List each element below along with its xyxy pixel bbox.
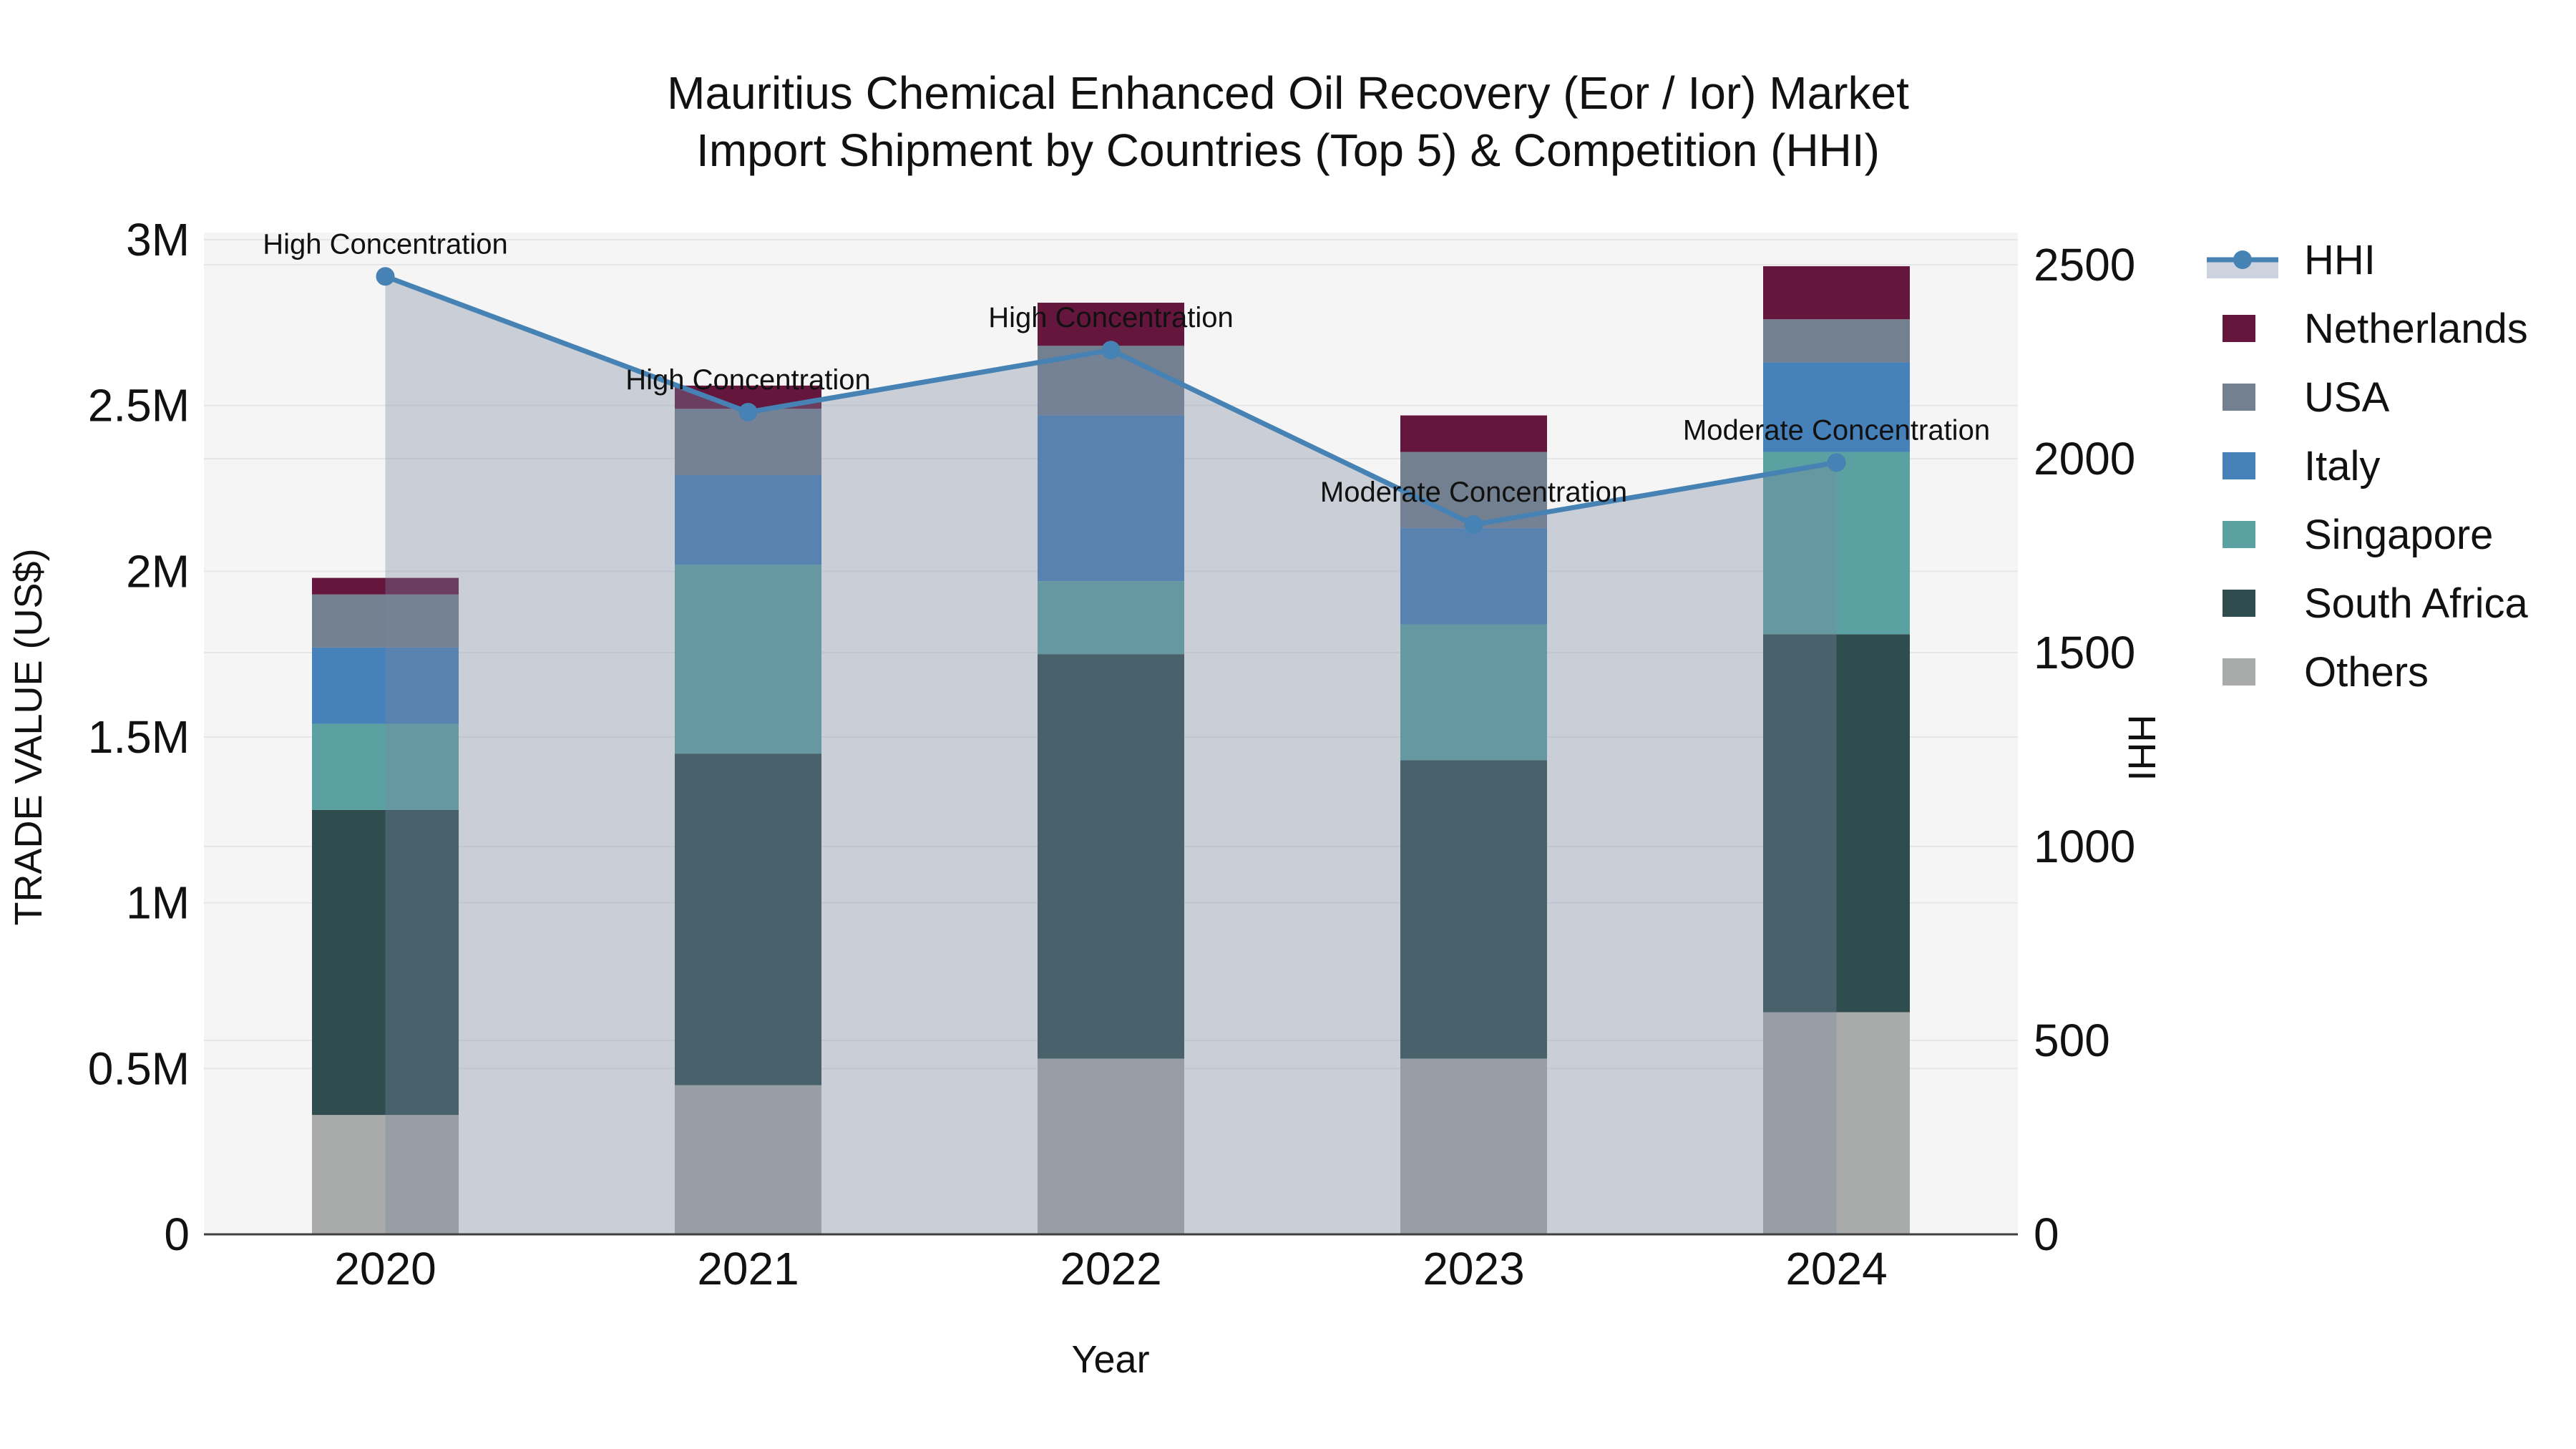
legend-label: Others (2304, 649, 2429, 696)
legend-item-italy[interactable]: Italy (2223, 443, 2380, 489)
legend-item-others[interactable]: Others (2223, 649, 2429, 696)
bar-segment-netherlands (1763, 266, 1910, 320)
legend-label: South Africa (2304, 580, 2528, 627)
y-right-tick-labels: 0 500 1000 1500 2000 2500 (2034, 239, 2135, 1260)
y-left-tick: 0 (164, 1209, 190, 1260)
hhi-marker-2020 (376, 267, 395, 286)
x-tick-2020: 2020 (334, 1243, 436, 1294)
y-right-axis-title: HHI (2120, 715, 2163, 781)
bar-segment-usa (1763, 319, 1910, 363)
bar-segment-italy (312, 647, 459, 724)
bar-segment-italy (1038, 415, 1184, 582)
bar-segment-netherlands (1038, 303, 1184, 346)
y-right-tick: 1000 (2034, 821, 2135, 872)
legend-label: USA (2304, 374, 2390, 421)
bar-segment-singapore (675, 565, 821, 754)
y-right-tick: 0 (2034, 1209, 2059, 1260)
bar-segment-others (1038, 1058, 1184, 1234)
chart-title-line1: Mauritius Chemical Enhanced Oil Recovery… (667, 67, 1909, 119)
y-left-tick: 0.5M (88, 1043, 190, 1094)
y-left-tick: 1.5M (88, 711, 190, 763)
y-left-tick: 1M (126, 877, 190, 929)
x-tick-2023: 2023 (1423, 1243, 1524, 1294)
legend-label-hhi: HHI (2304, 237, 2376, 283)
y-left-tick-labels: 0 0.5M 1M 1.5M 2M 2.5M 3M (88, 214, 190, 1260)
annotations: High Concentration High Concentration High… (263, 228, 1990, 508)
bar-segment-south-africa (1400, 760, 1547, 1059)
y-right-tick: 2000 (2034, 433, 2135, 484)
legend-swatch (2223, 658, 2255, 686)
annotation-2022: High Concentration (988, 302, 1233, 333)
y-right-tick: 2500 (2034, 239, 2135, 291)
bar-segment-netherlands (312, 577, 459, 595)
bar-2020 (312, 577, 459, 1234)
bar-segment-others (1400, 1058, 1547, 1234)
bar-segment-italy (675, 474, 821, 565)
bar-segment-italy (1400, 528, 1547, 625)
legend-swatch (2223, 521, 2255, 548)
hhi-marker-2022 (1101, 341, 1121, 360)
bar-segment-netherlands (1400, 415, 1547, 452)
legend-item-singapore[interactable]: Singapore (2223, 512, 2493, 558)
legend-item-hhi[interactable]: HHI (2207, 237, 2376, 283)
y-left-tick: 2M (126, 545, 190, 597)
y-left-axis-title: TRADE VALUE (US$) (7, 548, 50, 925)
bar-segment-usa (312, 594, 459, 648)
bar-segment-italy (1763, 362, 1910, 452)
bar-segment-south-africa (1038, 654, 1184, 1059)
x-tick-2024: 2024 (1785, 1243, 1887, 1294)
hhi-marker-2021 (738, 402, 758, 421)
legend-swatch (2223, 452, 2255, 479)
y-left-tick: 2.5M (88, 380, 190, 431)
y-right-tick: 500 (2034, 1015, 2110, 1066)
annotation-2023: Moderate Concentration (1320, 477, 1627, 508)
bar-segment-others (1763, 1012, 1910, 1234)
x-axis-title: Year (1071, 1338, 1149, 1381)
y-left-tick: 3M (126, 214, 190, 265)
bar-segment-singapore (1763, 452, 1910, 635)
annotation-2021: High Concentration (625, 364, 870, 396)
chart-title-line2: Import Shipment by Countries (Top 5) & C… (696, 125, 1880, 176)
bar-segment-south-africa (1763, 634, 1910, 1013)
x-tick-2021: 2021 (697, 1243, 799, 1294)
bar-segment-singapore (312, 723, 459, 810)
hhi-marker-2023 (1464, 515, 1483, 535)
legend-label: Netherlands (2304, 306, 2528, 352)
legend-item-south-africa[interactable]: South Africa (2223, 580, 2528, 627)
legend-swatch (2223, 315, 2255, 342)
hhi-area-polygon (385, 276, 1837, 1234)
legend-label: Italy (2304, 443, 2380, 489)
bar-2024 (1763, 266, 1910, 1234)
legend-item-netherlands[interactable]: Netherlands (2223, 306, 2528, 352)
hhi-area-fill (385, 276, 1837, 1234)
legend-label: Singapore (2304, 512, 2493, 558)
hhi-marker-swatch (2233, 250, 2252, 269)
legend-item-usa[interactable]: USA (2223, 374, 2390, 421)
legend-swatch (2223, 590, 2255, 617)
annotation-2020: High Concentration (263, 228, 507, 260)
bar-segment-south-africa (675, 753, 821, 1085)
legend-swatch (2223, 384, 2255, 411)
bar-segment-singapore (1038, 581, 1184, 655)
bar-segment-others (675, 1085, 821, 1234)
bar-2022 (1038, 303, 1184, 1234)
hhi-marker-2024 (1827, 453, 1846, 472)
y-right-tick: 1500 (2034, 627, 2135, 678)
hhi-line (376, 267, 1846, 535)
bar-segment-south-africa (312, 809, 459, 1116)
legend: HHI Netherlands USA Italy Singapore South Afr… (2207, 237, 2528, 696)
x-tick-labels: 2020 2021 2022 2023 2024 (334, 1243, 1887, 1294)
bar-segment-others (312, 1115, 459, 1234)
bar-segment-singapore (1400, 624, 1547, 761)
annotation-2024: Moderate Concentration (1683, 414, 1990, 446)
x-tick-2022: 2022 (1060, 1243, 1161, 1294)
